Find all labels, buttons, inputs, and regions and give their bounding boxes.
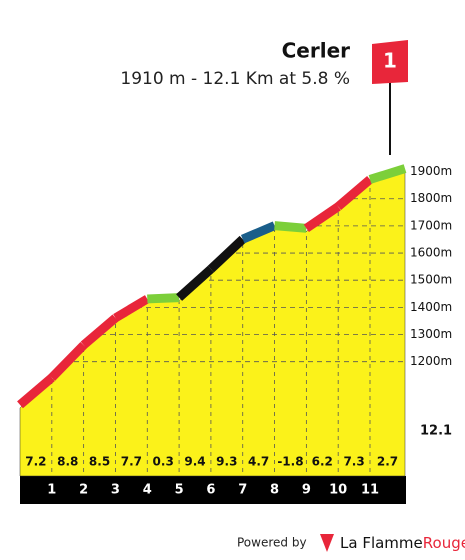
gradient-label: 7.2 — [25, 455, 46, 469]
brand-accent: Rouge — [423, 534, 465, 552]
km-label: 3 — [111, 483, 120, 498]
flag — [372, 40, 408, 84]
brand: La Flamme — [340, 534, 423, 552]
segment — [207, 235, 246, 273]
segment — [113, 295, 150, 322]
segment — [240, 221, 277, 244]
km-label: 2 — [79, 483, 88, 498]
gradient-label: -1.8 — [277, 455, 303, 469]
y-tick-label: 1300m — [410, 327, 452, 341]
y-tick-label: 1200m — [410, 354, 452, 368]
segment — [48, 341, 87, 381]
gradient-label: 9.3 — [216, 455, 237, 469]
profile-area — [19, 171, 406, 477]
flag-label: 1 — [383, 49, 397, 73]
km-label: 5 — [175, 483, 184, 498]
segment — [147, 293, 180, 304]
logo — [320, 534, 334, 552]
km-strip — [20, 476, 406, 504]
footer-powered: Powered by — [237, 536, 307, 550]
gradient-label: 4.7 — [248, 455, 269, 469]
y-tick-label: 1400m — [410, 300, 452, 314]
km-label: 1 — [47, 483, 56, 498]
segment — [368, 164, 407, 184]
y-tick-label: 1500m — [410, 273, 452, 287]
chart-title: Cerler — [282, 39, 351, 63]
km-label: 11 — [361, 483, 379, 498]
km-label: 10 — [329, 483, 347, 498]
gradient-label: 0.3 — [153, 455, 174, 469]
gradient-label: 8.5 — [89, 455, 110, 469]
segment — [274, 221, 307, 233]
gradient-label: 7.7 — [121, 455, 142, 469]
km-label: 6 — [206, 483, 215, 498]
segment — [17, 374, 55, 409]
segment — [176, 265, 214, 301]
gradient-label: 9.4 — [184, 455, 205, 469]
y-tick-label: 1900m — [410, 164, 452, 178]
chart-subtitle: 1910 m - 12.1 Km at 5.8 % — [120, 69, 350, 89]
gradient-label: 2.7 — [377, 455, 398, 469]
gradient-label: 8.8 — [57, 455, 78, 469]
km-label: 7 — [238, 483, 247, 498]
distance-total: 12.1 — [420, 424, 452, 439]
y-tick-label: 1700m — [410, 218, 452, 232]
footer-brand: La FlammeRouge — [340, 534, 465, 552]
km-label: 9 — [302, 483, 311, 498]
plot: 1200m 1300m 1400m 1500m 1600m 1700m 1800m 1900m… — [17, 164, 452, 498]
gradient-label: 7.3 — [343, 455, 364, 469]
km-label: 4 — [143, 483, 152, 498]
y-tick-label: 1600m — [410, 246, 452, 260]
segment — [80, 314, 119, 349]
y-tick-label: 1800m — [410, 191, 452, 205]
segment — [303, 202, 341, 233]
km-label: 8 — [270, 483, 279, 498]
segment — [335, 176, 373, 211]
gradient-label: 6.2 — [312, 455, 333, 469]
